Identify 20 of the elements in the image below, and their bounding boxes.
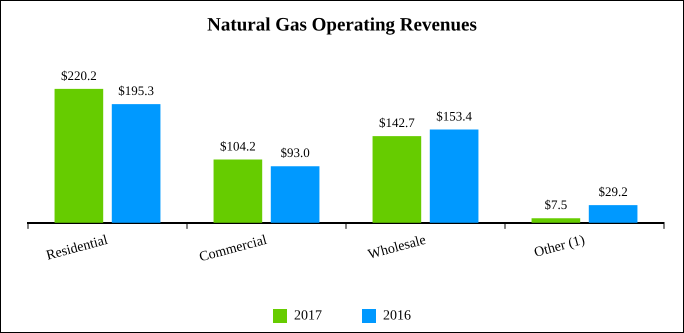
chart-title: Natural Gas Operating Revenues	[207, 14, 477, 36]
data-label: $29.2	[598, 184, 628, 200]
bar	[54, 88, 104, 223]
legend-label: 2016	[383, 308, 411, 324]
x-tick-label: Wholesale	[366, 232, 428, 263]
data-label: $195.3	[118, 82, 154, 98]
bar	[214, 159, 262, 223]
bar	[112, 104, 160, 223]
bar	[270, 166, 320, 223]
data-label: $220.2	[61, 68, 97, 83]
bar	[430, 130, 478, 223]
data-label: $142.7	[379, 114, 416, 130]
legend-label: 2017	[294, 308, 322, 324]
x-tick-label: Other (1)	[532, 232, 587, 261]
data-label: $153.4	[436, 108, 472, 124]
bar	[372, 136, 422, 223]
data-label: $104.2	[220, 138, 256, 154]
bar	[588, 205, 638, 223]
data-label: $93.0	[280, 145, 310, 160]
data-label: $7.5	[544, 197, 568, 212]
